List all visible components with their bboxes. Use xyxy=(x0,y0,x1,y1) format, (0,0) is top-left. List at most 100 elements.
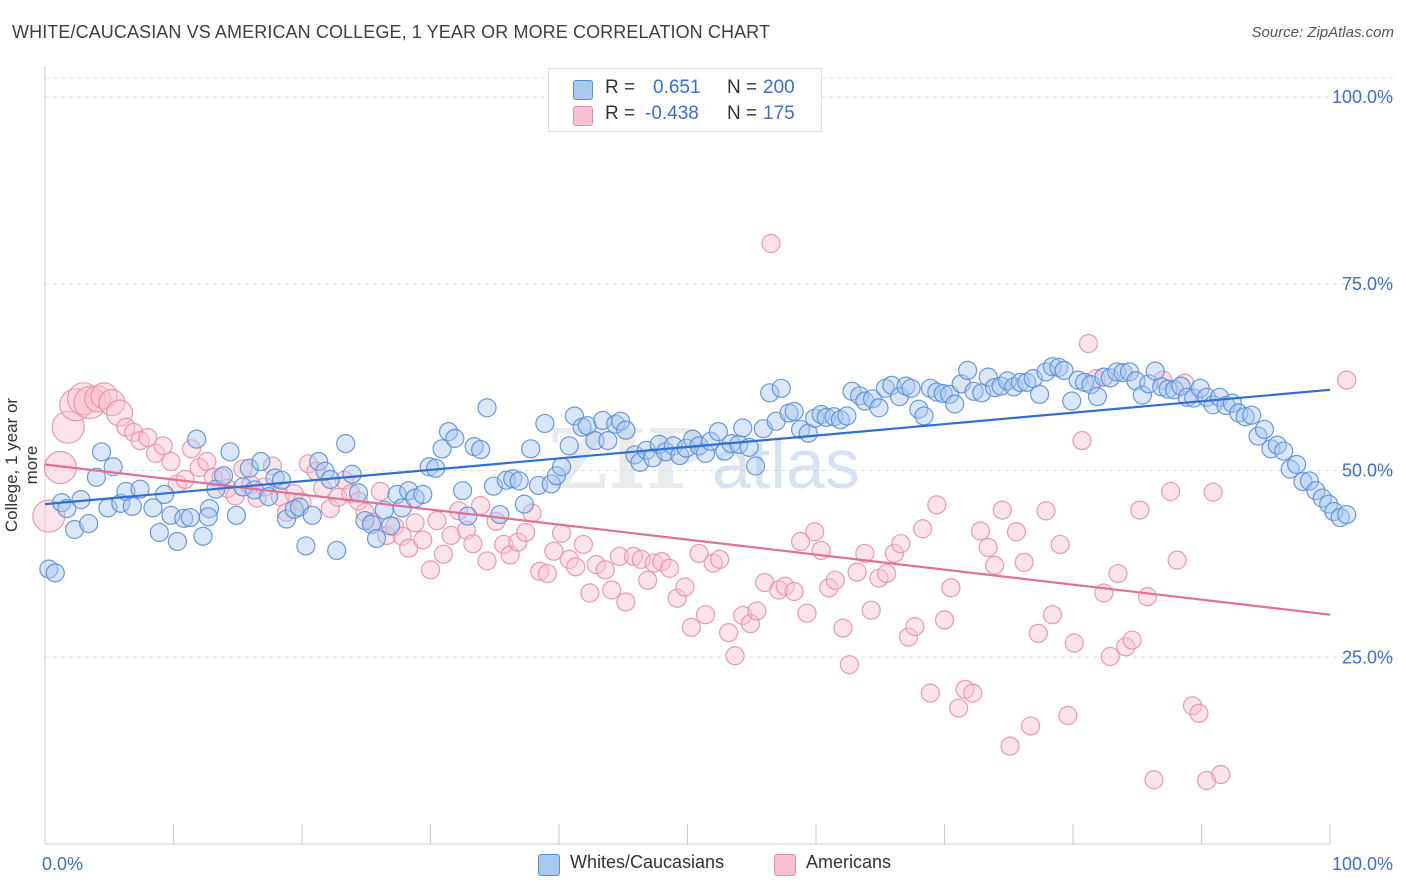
white-caucasian-point xyxy=(1132,385,1152,405)
white-caucasian-point xyxy=(381,516,401,536)
american-point xyxy=(790,531,811,552)
white-caucasian-point xyxy=(1062,391,1082,411)
y-tick-label: 75.0% xyxy=(1342,274,1393,294)
white-caucasian-point xyxy=(86,467,107,487)
white-caucasian-point xyxy=(458,506,478,526)
white-caucasian-point xyxy=(958,360,978,381)
american-point xyxy=(1189,703,1209,723)
white-caucasian-point xyxy=(521,439,541,459)
white-caucasian-point xyxy=(361,514,381,534)
american-point xyxy=(1100,646,1120,667)
white-caucasian-point xyxy=(546,466,567,486)
american-point xyxy=(797,603,817,623)
white-caucasian-point xyxy=(1306,481,1326,501)
american-point xyxy=(675,577,695,597)
white-caucasian-point xyxy=(746,456,766,476)
american-point xyxy=(1028,623,1048,643)
white-caucasian-point xyxy=(309,451,329,472)
american-point xyxy=(1161,481,1181,502)
american-point xyxy=(105,399,134,427)
american-point xyxy=(494,534,514,555)
american-point xyxy=(1144,770,1164,790)
american-point xyxy=(913,519,933,539)
white-caucasian-point xyxy=(167,531,187,552)
american-point xyxy=(145,443,166,463)
american-point xyxy=(681,617,701,637)
white-caucasian-point xyxy=(336,434,356,454)
american-point xyxy=(747,601,767,621)
white-caucasian-point xyxy=(348,483,369,503)
american-point xyxy=(341,484,361,504)
white-caucasian-point xyxy=(1029,384,1050,404)
white-caucasian-point xyxy=(477,398,497,418)
bottom-legend-label-americans: Americans xyxy=(806,852,892,872)
legend-n-value: 200 xyxy=(763,77,795,98)
american-point xyxy=(710,549,730,569)
american-point xyxy=(1014,552,1034,572)
american-point xyxy=(1203,482,1223,502)
legend-row-americans: R = -0.438 N = 175 xyxy=(549,103,821,129)
white-caucasian-point xyxy=(149,522,169,543)
american-point xyxy=(819,578,839,598)
american-point xyxy=(413,530,433,550)
white-caucasian-point xyxy=(760,383,780,403)
american-point xyxy=(695,605,716,625)
american-point xyxy=(920,683,940,703)
american-point xyxy=(1050,534,1070,555)
white-caucasian-point xyxy=(945,394,965,414)
white-caucasian-point xyxy=(559,436,579,456)
bottom-legend-label-whites: Whites/Caucasians xyxy=(570,852,725,872)
american-point xyxy=(138,428,158,448)
white-caucasian-point xyxy=(214,466,234,486)
american-point xyxy=(775,576,795,596)
white-caucasian-point xyxy=(130,479,150,499)
american-point xyxy=(638,570,658,590)
american-point xyxy=(153,436,173,456)
american-point xyxy=(725,646,745,666)
american-point xyxy=(985,555,1005,575)
y-tick-label: 25.0% xyxy=(1342,647,1393,667)
white-caucasian-point xyxy=(174,508,194,528)
white-caucasian-point xyxy=(432,439,452,459)
american-point xyxy=(644,553,664,573)
american-point xyxy=(1122,630,1142,650)
white-caucasian-point xyxy=(122,496,142,516)
white-caucasian-point xyxy=(598,431,618,451)
white-caucasian-point xyxy=(91,442,112,462)
american-point xyxy=(623,546,644,567)
american-point xyxy=(130,431,150,451)
white-caucasian-point xyxy=(816,407,836,428)
american-point xyxy=(508,532,528,552)
white-caucasian-point xyxy=(342,464,362,484)
american-point xyxy=(530,561,550,581)
american-point xyxy=(689,543,709,564)
american-point xyxy=(73,385,107,420)
white-caucasian-point xyxy=(869,398,889,418)
source-label: Source: ZipAtlas.com xyxy=(1251,24,1394,41)
american-point xyxy=(941,578,961,598)
american-point xyxy=(51,410,85,444)
american-point xyxy=(949,698,969,718)
white-caucasian-point xyxy=(413,484,433,505)
x-tick-label: 0.0% xyxy=(42,854,83,874)
american-point xyxy=(609,546,629,567)
american-point xyxy=(1108,563,1128,584)
white-caucasian-point xyxy=(1235,407,1255,427)
white-caucasian-point xyxy=(193,526,213,546)
y-tick-label: 100.0% xyxy=(1332,87,1393,107)
white-caucasian-point xyxy=(276,509,297,529)
american-point xyxy=(805,522,825,542)
white-caucasian-point xyxy=(445,428,465,448)
white-caucasian-point xyxy=(453,481,473,501)
american-point xyxy=(992,500,1012,520)
american-point xyxy=(1337,370,1357,390)
american-point xyxy=(761,233,781,254)
american-point xyxy=(559,549,579,569)
white-caucasian-point xyxy=(564,406,585,426)
american-point xyxy=(32,499,66,533)
white-caucasian-point xyxy=(1087,386,1108,407)
white-caucasian-point xyxy=(551,457,572,477)
white-caucasian-point xyxy=(1094,367,1114,387)
american-point xyxy=(203,467,223,487)
american-point xyxy=(441,525,461,546)
